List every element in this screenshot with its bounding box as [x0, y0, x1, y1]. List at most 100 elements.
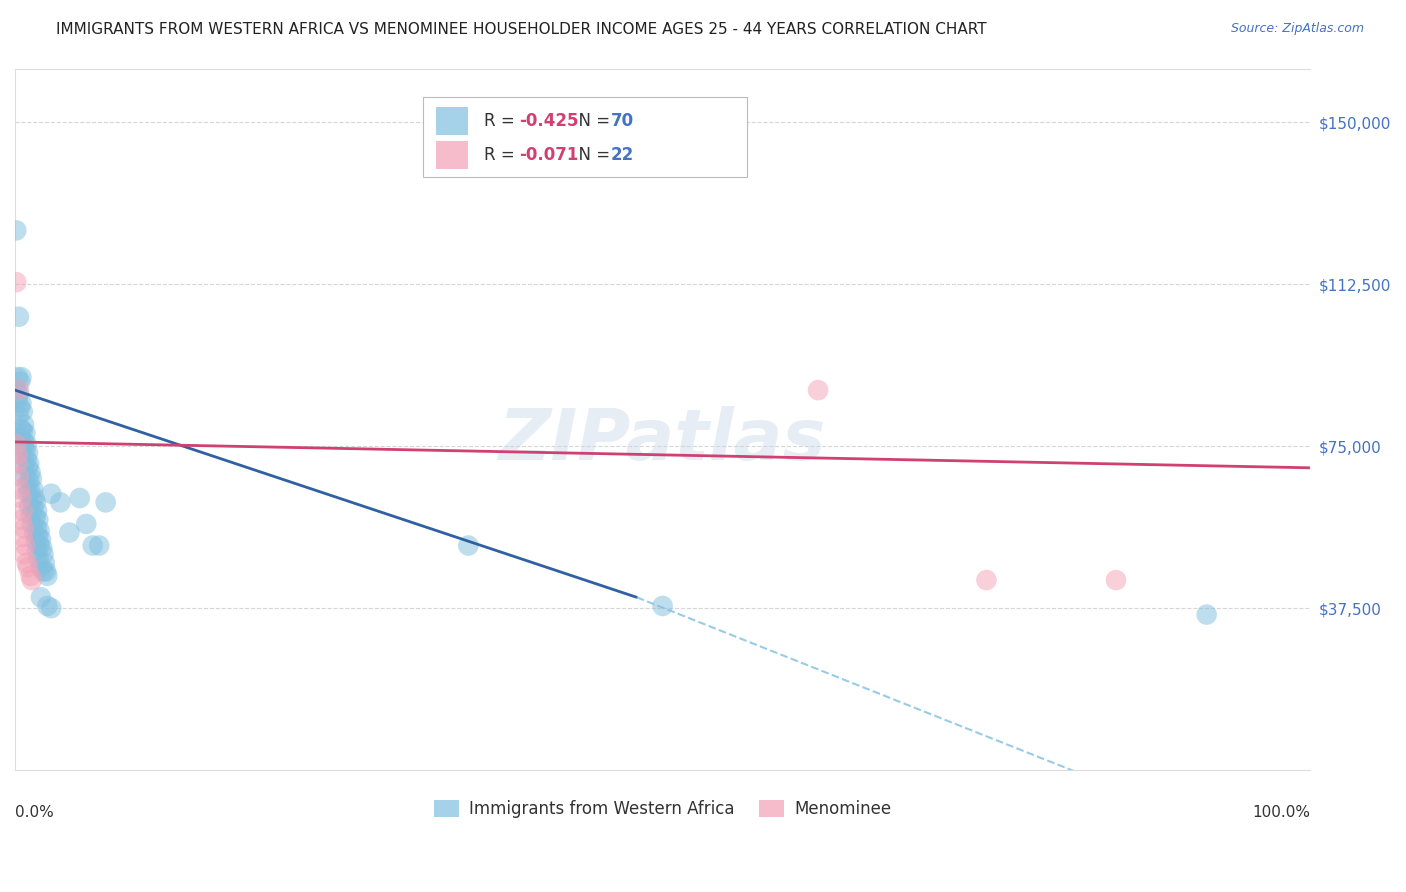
Point — [30, 560, 52, 574]
Point — [7, 392, 30, 406]
Point — [27, 551, 49, 566]
Point — [7, 469, 30, 483]
Point — [13, 434, 35, 449]
Point — [457, 539, 479, 553]
Point — [10, 396, 32, 410]
Point — [94, 495, 117, 509]
Point — [37, 568, 59, 582]
Point — [586, 159, 609, 173]
Point — [27, 530, 49, 544]
Point — [20, 484, 42, 499]
Point — [30, 591, 52, 605]
Legend: Immigrants from Western Africa, Menominee: Immigrants from Western Africa, Menomine… — [427, 793, 898, 825]
Point — [25, 504, 48, 518]
Point — [82, 539, 104, 553]
Point — [32, 565, 55, 579]
Point — [25, 542, 48, 557]
Point — [21, 573, 44, 587]
Text: R =: R = — [484, 112, 520, 130]
Point — [21, 472, 44, 486]
Point — [17, 487, 39, 501]
Point — [10, 448, 32, 462]
Point — [32, 547, 55, 561]
Point — [7, 387, 30, 401]
Point — [11, 530, 34, 544]
Point — [18, 457, 41, 471]
Point — [69, 491, 91, 505]
Point — [10, 491, 32, 505]
Point — [18, 474, 41, 488]
Point — [11, 439, 34, 453]
Point — [35, 565, 58, 579]
Point — [58, 525, 80, 540]
Text: -0.425: -0.425 — [519, 112, 578, 130]
Point — [10, 422, 32, 436]
Point — [31, 541, 53, 555]
FancyBboxPatch shape — [436, 141, 468, 169]
Text: 100.0%: 100.0% — [1253, 805, 1310, 820]
Point — [11, 424, 34, 438]
Point — [30, 532, 52, 546]
Point — [8, 401, 31, 415]
Text: N =: N = — [568, 145, 616, 164]
Point — [13, 547, 35, 561]
Text: N =: N = — [568, 112, 616, 130]
Point — [22, 501, 45, 516]
Point — [11, 504, 34, 518]
Point — [15, 452, 38, 467]
Point — [15, 478, 38, 492]
Point — [18, 500, 41, 514]
Point — [20, 508, 42, 523]
Point — [20, 568, 42, 582]
FancyBboxPatch shape — [423, 96, 747, 178]
Point — [15, 556, 38, 570]
Point — [8, 375, 31, 389]
Point — [28, 524, 51, 538]
FancyBboxPatch shape — [436, 107, 468, 136]
Point — [1105, 573, 1128, 587]
Point — [25, 521, 48, 535]
Point — [49, 495, 72, 509]
Point — [15, 437, 38, 451]
Text: IMMIGRANTS FROM WESTERN AFRICA VS MENOMINEE HOUSEHOLDER INCOME AGES 25 - 44 YEAR: IMMIGRANTS FROM WESTERN AFRICA VS MENOMI… — [56, 22, 987, 37]
Point — [27, 513, 49, 527]
Text: 70: 70 — [610, 112, 634, 130]
Point — [8, 431, 31, 445]
Text: 0.0%: 0.0% — [15, 805, 53, 820]
Point — [14, 539, 37, 553]
Point — [6, 437, 28, 451]
Point — [7, 448, 30, 462]
Point — [14, 426, 37, 441]
Point — [651, 599, 673, 613]
Point — [28, 539, 51, 553]
Text: -0.071: -0.071 — [519, 145, 578, 164]
Point — [807, 383, 830, 397]
Point — [7, 457, 30, 471]
Text: 22: 22 — [610, 145, 634, 164]
Text: R =: R = — [484, 145, 520, 164]
Point — [13, 458, 35, 473]
Point — [13, 417, 35, 432]
Point — [20, 465, 42, 479]
Point — [17, 446, 39, 460]
Point — [24, 534, 46, 549]
Point — [22, 491, 45, 505]
Point — [39, 487, 62, 501]
Point — [6, 223, 28, 237]
Point — [37, 599, 59, 613]
Point — [8, 483, 31, 497]
Point — [1195, 607, 1218, 622]
Point — [10, 370, 32, 384]
Point — [17, 460, 39, 475]
Point — [11, 405, 34, 419]
Point — [7, 310, 30, 324]
Point — [24, 510, 46, 524]
Text: ZIPatlas: ZIPatlas — [499, 406, 827, 475]
Point — [21, 516, 44, 531]
Point — [6, 383, 28, 397]
Point — [75, 516, 97, 531]
Point — [7, 409, 30, 423]
Point — [976, 573, 998, 587]
Point — [22, 483, 45, 497]
Point — [7, 370, 30, 384]
